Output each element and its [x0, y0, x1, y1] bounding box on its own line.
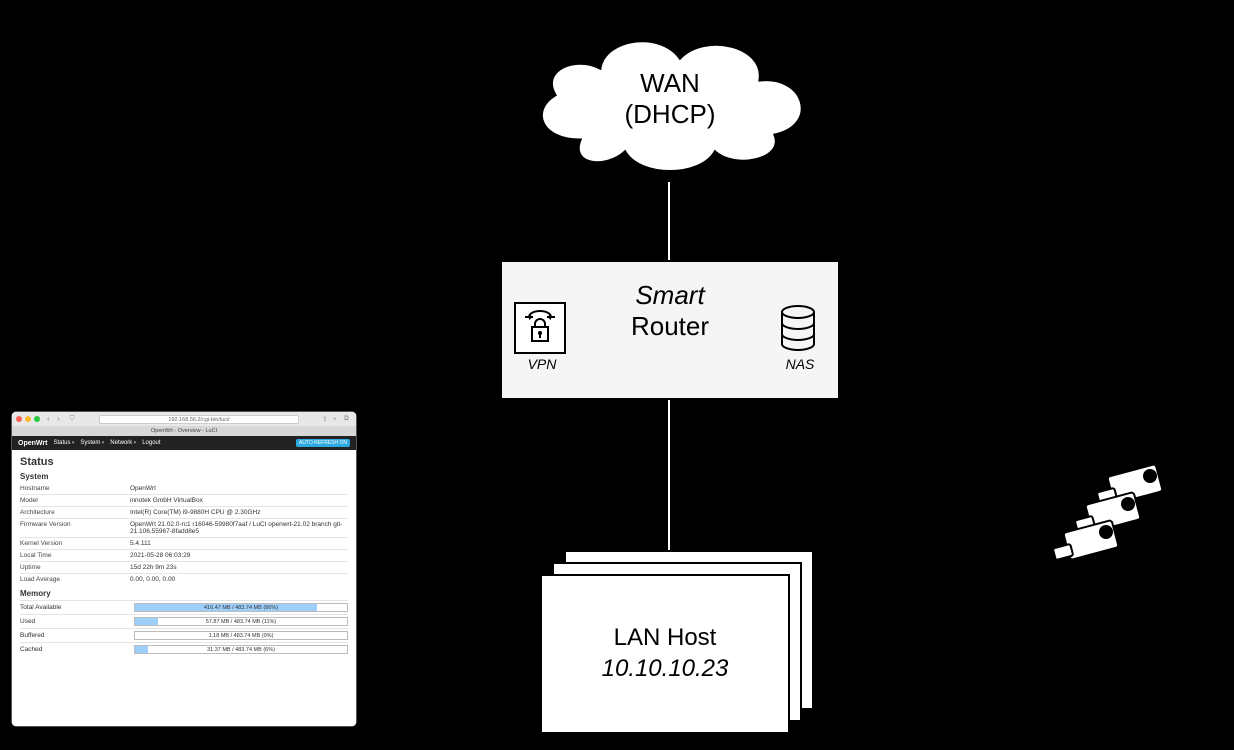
memory-row-key: Used	[20, 618, 130, 625]
memory-bar: 416.47 MB / 483.74 MB (86%)	[134, 603, 348, 612]
luci-page: Status System HostnameOpenWrtModelinnote…	[12, 450, 356, 660]
system-row-key: Uptime	[20, 564, 130, 571]
memory-heading: Memory	[20, 589, 348, 598]
system-row-value: innotek GmbH VirtualBox	[130, 497, 348, 504]
browser-window: ‹ › ⛉ 192.168.56.2/cgi-bin/luci/ ⇪ + ⧉ O…	[12, 412, 356, 726]
address-bar[interactable]: 192.168.56.2/cgi-bin/luci/	[99, 415, 299, 424]
zoom-icon[interactable]	[34, 416, 40, 422]
vpn-block: VPN	[514, 302, 570, 372]
memory-row-key: Buffered	[20, 632, 130, 639]
nav-system[interactable]: System	[80, 440, 104, 446]
close-icon[interactable]	[16, 416, 22, 422]
system-row: Uptime15d 22h 9m 23s	[20, 561, 348, 573]
system-row-key: Firmware Version	[20, 521, 130, 535]
system-row-key: Load Average	[20, 576, 130, 583]
connector-router-lan	[668, 400, 670, 550]
wan-line2: (DHCP)	[625, 99, 716, 129]
system-row-value: Intel(R) Core(TM) i9-9880H CPU @ 2.30GHz	[130, 509, 348, 516]
system-row-value: 0.00, 0.00, 0.00	[130, 576, 348, 583]
memory-table: Total Available 416.47 MB / 483.74 MB (86…	[20, 600, 348, 656]
minimize-icon[interactable]	[25, 416, 31, 422]
system-row: Local Time2021-05-28 06:03:29	[20, 549, 348, 561]
nav-network[interactable]: Network	[110, 440, 136, 446]
lan-card-front: LAN Host 10.10.10.23	[540, 574, 790, 734]
system-row: HostnameOpenWrt	[20, 483, 348, 494]
system-table: HostnameOpenWrtModelinnotek GmbH Virtual…	[20, 483, 348, 585]
system-row: Firmware VersionOpenWrt 21.02.0-rc1 r160…	[20, 518, 348, 537]
memory-row: Buffered 1.18 MB / 483.74 MB (0%)	[20, 628, 348, 642]
new-tab-icon[interactable]: +	[333, 416, 341, 423]
back-icon[interactable]: ‹	[47, 415, 55, 423]
luci-navbar: OpenWrt Status System Network Logout AUT…	[12, 436, 356, 450]
system-row: ArchitectureIntel(R) Core(TM) i9-9880H C…	[20, 506, 348, 518]
system-row-key: Architecture	[20, 509, 130, 516]
router-title-italic: Smart	[635, 280, 704, 310]
system-heading: System	[20, 472, 348, 481]
system-row-key: Model	[20, 497, 130, 504]
share-icon[interactable]: ⇪	[322, 415, 330, 423]
wan-cloud-label: WAN (DHCP)	[520, 68, 820, 130]
camera-cluster	[1040, 460, 1180, 590]
page-title: Status	[20, 456, 348, 468]
wan-cloud: WAN (DHCP)	[520, 20, 820, 180]
lan-line1: LAN Host	[614, 624, 717, 651]
memory-row-key: Cached	[20, 646, 130, 653]
vpn-lock-icon	[514, 302, 566, 354]
lan-ip: 10.10.10.23	[602, 655, 729, 682]
wan-line1: WAN	[640, 68, 700, 98]
system-row: Kernel Version5.4.111	[20, 537, 348, 549]
nas-block: NAS	[772, 302, 828, 372]
brand-label[interactable]: OpenWrt	[18, 440, 47, 447]
nav-status[interactable]: Status	[53, 440, 74, 446]
system-row-value: 2021-05-28 06:03:29	[130, 552, 348, 559]
system-row: Load Average0.00, 0.00, 0.00	[20, 573, 348, 585]
system-row-value: 15d 22h 9m 23s	[130, 564, 348, 571]
lan-host-stack: LAN Host 10.10.10.23	[540, 550, 814, 730]
system-row: Modelinnotek GmbH VirtualBox	[20, 494, 348, 506]
lan-host-label: LAN Host 10.10.10.23	[542, 622, 788, 684]
forward-icon[interactable]: ›	[57, 415, 65, 423]
shield-icon: ⛉	[68, 415, 76, 423]
memory-bar: 31.37 MB / 483.74 MB (6%)	[134, 645, 348, 654]
system-row-key: Local Time	[20, 552, 130, 559]
nas-label: NAS	[772, 356, 828, 372]
camera-icon	[1048, 516, 1128, 566]
system-row-key: Kernel Version	[20, 540, 130, 547]
memory-bar-text: 1.18 MB / 483.74 MB (0%)	[135, 632, 347, 639]
system-row-value: OpenWrt	[130, 485, 348, 492]
system-row-value: OpenWrt 21.02.0-rc1 r16046-59980f7aaf / …	[130, 521, 348, 535]
tabs-icon[interactable]: ⧉	[344, 415, 352, 423]
memory-bar-text: 31.37 MB / 483.74 MB (6%)	[135, 646, 347, 653]
memory-bar-text: 416.47 MB / 483.74 MB (86%)	[135, 604, 347, 611]
vpn-label: VPN	[514, 356, 570, 372]
browser-tab[interactable]: OpenWrt - Overview - LuCI	[12, 426, 356, 436]
connector-cloud-router	[668, 182, 670, 260]
memory-row: Cached 31.37 MB / 483.74 MB (6%)	[20, 642, 348, 656]
memory-bar: 1.18 MB / 483.74 MB (0%)	[134, 631, 348, 640]
nas-db-icon	[772, 302, 824, 354]
tab-title: OpenWrt - Overview - LuCI	[151, 428, 217, 434]
system-row-value: 5.4.111	[130, 540, 348, 547]
memory-row: Total Available 416.47 MB / 483.74 MB (86…	[20, 600, 348, 614]
memory-bar: 57.87 MB / 483.74 MB (11%)	[134, 617, 348, 626]
memory-row-key: Total Available	[20, 604, 130, 611]
memory-row: Used 57.87 MB / 483.74 MB (11%)	[20, 614, 348, 628]
system-row-key: Hostname	[20, 485, 130, 492]
browser-toolbar: ‹ › ⛉ 192.168.56.2/cgi-bin/luci/ ⇪ + ⧉	[12, 412, 356, 426]
auto-refresh-badge[interactable]: AUTO REFRESH ON	[296, 439, 350, 447]
router-title-rest: Router	[631, 311, 709, 341]
nav-logout[interactable]: Logout	[142, 440, 160, 446]
memory-bar-text: 57.87 MB / 483.74 MB (11%)	[135, 618, 347, 625]
